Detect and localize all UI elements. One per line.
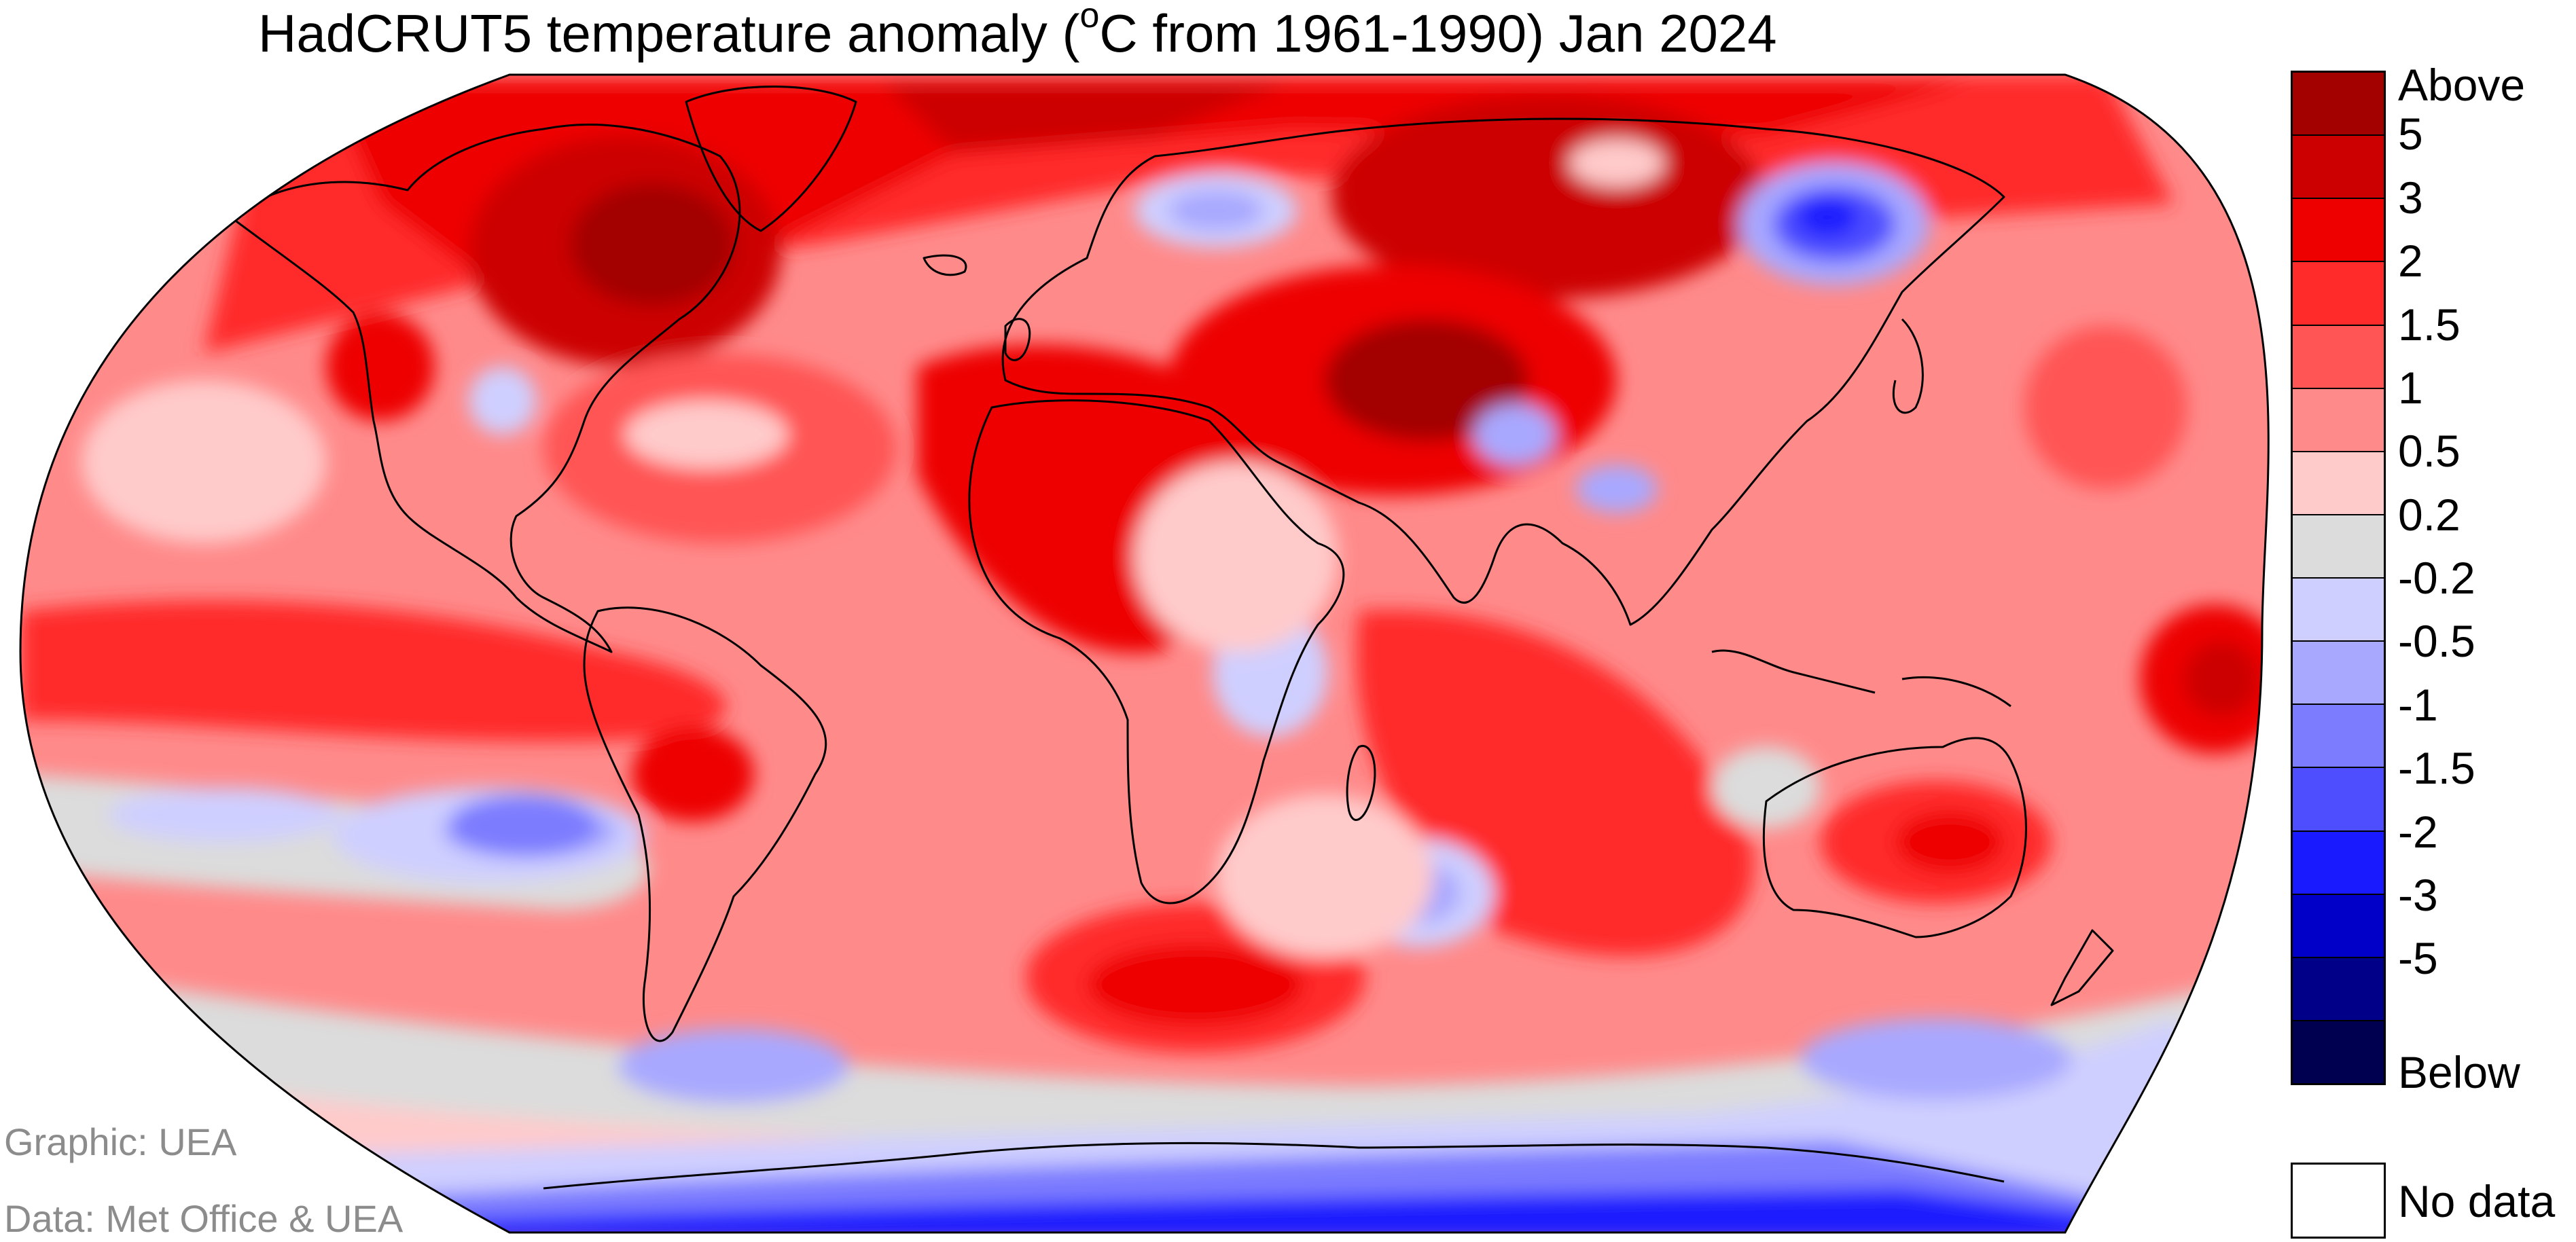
- legend-swatch: [2293, 957, 2384, 1021]
- coastline-antarctica: [543, 1141, 2005, 1190]
- coastline-africa: [968, 399, 1345, 905]
- legend-label: 3: [2398, 172, 2423, 223]
- coastline-north-america: [230, 124, 741, 653]
- coastline-new-zealand: [2050, 929, 2114, 1006]
- legend-swatch: [2293, 515, 2384, 579]
- legend-swatch: [2293, 199, 2384, 263]
- legend-swatch: [2293, 642, 2384, 706]
- no-data-swatch: [2291, 1163, 2386, 1239]
- anomaly-patch: [1797, 197, 1858, 238]
- coastlines: [230, 86, 2114, 1190]
- anomaly-patch: [448, 794, 598, 856]
- coastline-iceland: [923, 254, 967, 276]
- map-title: HadCRUT5 temperature anomaly (oC from 19…: [258, 0, 2038, 65]
- title-suffix: C from 1961-1990) Jan 2024: [1099, 3, 1777, 63]
- no-data-label: No data: [2398, 1176, 2556, 1226]
- legend-label: Above: [2398, 60, 2526, 110]
- anomaly-patch: [1474, 404, 1556, 465]
- legend-swatch: [2293, 1021, 2384, 1083]
- legend-swatch: [2293, 831, 2384, 895]
- anomaly-patch: [469, 367, 537, 435]
- anomaly-patch: [82, 380, 326, 543]
- legend-label: -0.5: [2398, 616, 2475, 667]
- legend-swatch: [2293, 894, 2384, 958]
- legend-label: -0.2: [2398, 553, 2475, 603]
- legend-swatch: [2293, 325, 2384, 389]
- data-credit: Data: Met Office & UEA: [4, 1197, 404, 1240]
- legend-swatch: [2293, 136, 2384, 200]
- legend-label: 5: [2398, 109, 2423, 160]
- degree-symbol: o: [1079, 0, 1100, 35]
- anomaly-patch: [1087, 944, 1304, 1025]
- coastline-south-america: [583, 606, 827, 1042]
- anomaly-patch: [632, 727, 754, 822]
- coastline-australia: [1762, 737, 2027, 938]
- graphic-credit: Graphic: UEA: [4, 1120, 237, 1163]
- legend-label: Below: [2398, 1047, 2520, 1097]
- legend-swatch: [2293, 388, 2384, 452]
- anomaly-patch: [571, 183, 734, 306]
- legend-swatch: [2293, 768, 2384, 832]
- anomaly-patch: [1569, 139, 1664, 187]
- anomaly-patch: [1895, 811, 2004, 873]
- title-prefix: HadCRUT5 temperature anomaly (: [258, 3, 1080, 63]
- anomaly-patch: [1216, 794, 1433, 957]
- coastline-eurasia: [1001, 117, 2005, 626]
- anomaly-patch: [109, 788, 340, 842]
- globe: [20, 75, 2269, 1232]
- legend-swatch: [2293, 579, 2384, 642]
- anomaly-patch: [326, 312, 435, 421]
- anomaly-patch: [2184, 642, 2259, 716]
- anomaly-patch: [1576, 465, 1658, 513]
- legend-label: 1.5: [2398, 299, 2461, 350]
- anomaly-patch: [2024, 326, 2187, 489]
- legend-swatch: [2293, 73, 2384, 136]
- coastline-japan: [1892, 318, 1924, 414]
- legend-swatch: [2293, 262, 2384, 326]
- anomaly-patch: [1168, 190, 1264, 231]
- coastline-greenland: [685, 86, 857, 232]
- anomaly-patch: [618, 1029, 849, 1103]
- anomaly-band: [20, 600, 727, 742]
- coastline-madagascar: [1346, 744, 1376, 821]
- anomaly-patch: [1712, 747, 1821, 828]
- anomaly-patch: [1134, 462, 1338, 652]
- anomaly-patch: [625, 401, 788, 469]
- color-legend: [2291, 71, 2386, 1085]
- legend-label: 1: [2398, 362, 2423, 413]
- legend-swatch: [2293, 705, 2384, 769]
- legend-label: 0.2: [2398, 489, 2461, 540]
- coastline-indonesia: [1711, 649, 2011, 708]
- legend-label: -5: [2398, 933, 2438, 984]
- anomaly-band: [20, 1188, 2269, 1232]
- coastline-uk: [1004, 318, 1031, 361]
- anomaly-patch: [1325, 319, 1528, 441]
- legend-label: -1.5: [2398, 743, 2475, 794]
- legend-label: 0.5: [2398, 426, 2461, 477]
- legend-label: -2: [2398, 806, 2438, 857]
- anomaly-band: [883, 81, 1291, 149]
- anomaly-patch: [1331, 95, 1766, 299]
- legend-swatch: [2293, 452, 2384, 515]
- legend-label: -3: [2398, 869, 2438, 920]
- legend-label: 2: [2398, 236, 2423, 287]
- legend-label: -1: [2398, 679, 2438, 730]
- anomaly-patch: [1800, 1019, 2072, 1100]
